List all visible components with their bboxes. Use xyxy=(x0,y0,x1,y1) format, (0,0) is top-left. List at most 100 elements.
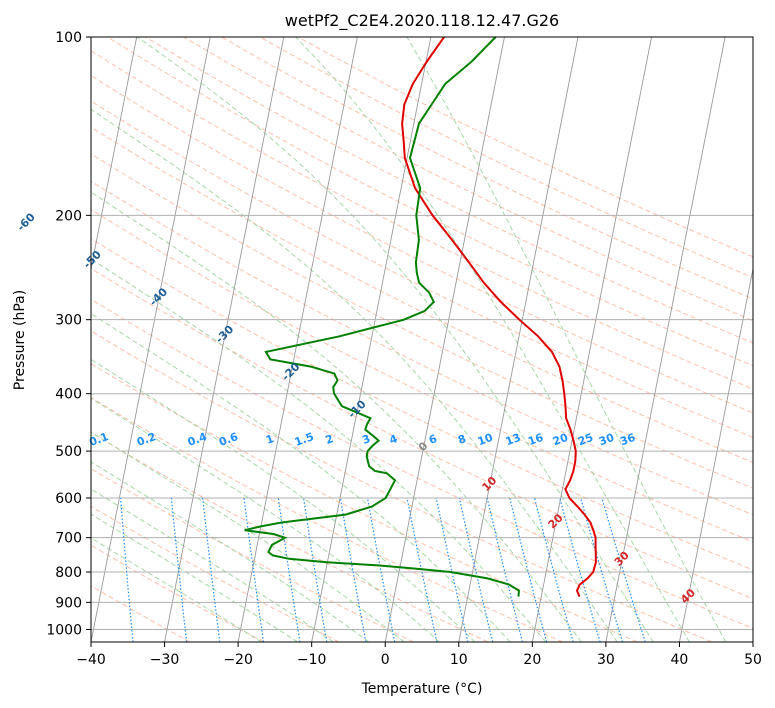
isotherm-line xyxy=(752,639,753,642)
x-tick-label: 10 xyxy=(450,652,468,668)
isotherm-line xyxy=(311,37,432,642)
mixing-ratio-value-label: 4 xyxy=(388,432,400,447)
y-tick-label: 1000 xyxy=(46,622,82,638)
isotherm-line xyxy=(164,37,285,642)
isotherm-value-label: -30 xyxy=(213,323,236,346)
mixing-ratio-value-label: 1.5 xyxy=(293,430,316,449)
axes: −40 −30 −20 −10 0 10 20 30 40 5010020030040050060… xyxy=(46,30,762,668)
moist-adiabat-line xyxy=(91,397,440,642)
dry-adiabat-line xyxy=(91,238,753,571)
mixing-ratio-line xyxy=(120,497,134,642)
isotherm-line xyxy=(531,37,652,642)
mixing-ratio-line xyxy=(435,497,469,642)
isotherm-value-label: -50 xyxy=(81,248,104,271)
x-tick-label: −20 xyxy=(223,652,253,668)
mixing-ratio-value-label: 20 xyxy=(551,431,570,449)
dry-adiabat-line xyxy=(91,505,340,642)
mixing-ratio-line xyxy=(277,497,301,642)
plot-labels: -100-90-80-70-60-50-40-30-20-10010203040… xyxy=(15,210,699,606)
isotherm-value-label: 40 xyxy=(678,586,698,606)
x-tick-label: −10 xyxy=(297,652,327,668)
isotherm-line xyxy=(679,266,753,642)
isotherm-line xyxy=(91,37,211,642)
isotherm-value-label: -60 xyxy=(15,210,38,233)
plot-frame xyxy=(90,36,754,643)
isotherm-line xyxy=(0,37,63,642)
dry-adiabat-line xyxy=(91,585,190,642)
dry-adiabat-line xyxy=(91,153,753,489)
mixing-ratio-value-label: 13 xyxy=(504,431,523,448)
y-tick-label: 900 xyxy=(55,595,82,611)
mixing-ratio-line xyxy=(406,497,438,642)
isotherm-line xyxy=(384,37,505,642)
dry-adiabat-line xyxy=(221,37,753,300)
dry-adiabat-line xyxy=(145,37,753,344)
moist-adiabat-line xyxy=(91,108,618,642)
isotherm-line xyxy=(91,37,138,272)
mixing-ratio-value-label: 10 xyxy=(476,431,495,449)
dry-adiabat-line xyxy=(91,468,414,642)
mixing-ratio-line xyxy=(366,497,396,642)
mixing-ratio-line xyxy=(243,497,265,642)
dry-adiabat-line xyxy=(183,37,753,322)
dry-adiabat-line xyxy=(297,37,753,258)
y-tick-label: 500 xyxy=(55,444,82,460)
x-axis-label: Temperature (°C) xyxy=(361,681,483,697)
mixing-ratio-value-label: 2 xyxy=(324,432,336,447)
dry-adiabat-line xyxy=(91,180,753,516)
moist-adiabat-line xyxy=(91,431,405,642)
temperature-profile-line xyxy=(401,37,597,597)
x-tick-label: 40 xyxy=(671,652,689,668)
moist-adiabat-line xyxy=(91,191,582,642)
mixing-ratio-value-label: 0.2 xyxy=(135,430,158,449)
dry-adiabat-line xyxy=(91,330,712,642)
mixing-ratio-value-label: 8 xyxy=(456,432,468,447)
mixing-ratio-line xyxy=(534,497,574,642)
isotherm-value-label: 30 xyxy=(612,549,632,569)
isotherm-line xyxy=(458,37,579,642)
plot-data-lines xyxy=(244,37,597,597)
isotherm-value-label: 20 xyxy=(546,511,566,531)
mixing-ratio-value-label: 36 xyxy=(618,431,637,449)
isotherm-value-label: -40 xyxy=(147,285,170,308)
mixing-ratio-value-label: 3 xyxy=(360,432,372,447)
mixing-ratio-value-label: 1 xyxy=(264,432,276,447)
dry-adiabat-line xyxy=(91,267,753,600)
dewpoint-profile-line xyxy=(244,37,520,597)
x-tick-label: 0 xyxy=(381,652,390,668)
x-tick-label: 20 xyxy=(523,652,541,668)
isotherm-value-label: -10 xyxy=(345,397,368,420)
dry-adiabat-line xyxy=(91,363,638,642)
moist-adiabat-line xyxy=(91,358,476,642)
dry-adiabat-line xyxy=(107,37,753,367)
moist-adiabat-line xyxy=(91,537,262,642)
x-tick-label: −40 xyxy=(76,652,106,668)
moist-adiabat-line xyxy=(295,37,690,642)
mixing-ratio-value-label: 0.6 xyxy=(217,430,240,449)
mixing-ratio-value-label: 16 xyxy=(526,431,545,449)
isotherm-line xyxy=(605,37,726,642)
isotherm-value-label: 10 xyxy=(479,474,499,494)
moist-adiabat-line xyxy=(91,313,511,642)
mixing-ratio-line xyxy=(486,497,524,642)
isotherm-value-label: -20 xyxy=(279,360,302,383)
chart-title: wetPf2_C2E4.2020.118.12.47.G26 xyxy=(285,11,559,31)
mixing-ratio-line xyxy=(202,497,221,642)
y-axis-label: Pressure (hPa) xyxy=(12,290,28,390)
mixing-ratio-line xyxy=(509,497,548,642)
mixing-ratio-value-label: 6 xyxy=(427,432,439,447)
dry-adiabat-line xyxy=(91,431,489,642)
moist-adiabat-line xyxy=(91,258,547,642)
dry-adiabat-line xyxy=(91,544,265,642)
y-tick-label: 200 xyxy=(55,208,82,224)
dry-adiabat-line xyxy=(91,50,753,390)
mixing-ratio-value-label: 30 xyxy=(597,431,616,449)
mixing-ratio-value-label: 25 xyxy=(576,431,595,448)
x-tick-label: −30 xyxy=(150,652,180,668)
plot-background-lines xyxy=(0,37,753,642)
y-tick-label: 100 xyxy=(55,30,82,46)
dry-adiabat-line xyxy=(91,396,563,642)
dry-adiabat-line xyxy=(91,126,753,464)
mixing-ratio-line xyxy=(458,497,494,642)
